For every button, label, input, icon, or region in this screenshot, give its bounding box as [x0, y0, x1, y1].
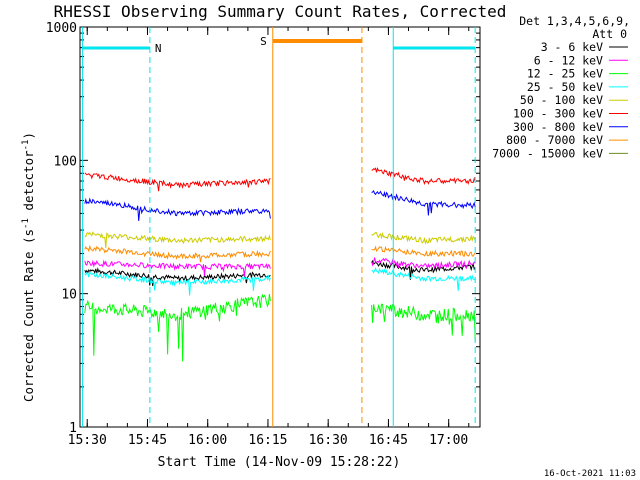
saa-label: S [260, 35, 267, 48]
y-tick-label: 100 [54, 154, 77, 169]
y-tick-label: 10 [61, 288, 77, 303]
series-line-seg2 [371, 257, 476, 270]
series-line-seg2 [371, 303, 476, 341]
legend-entry-label: 800 - 7000 keV [506, 133, 603, 147]
y-axis-label: Corrected Count Rate (s-1 detector-1) [21, 132, 36, 402]
x-tick-label: 16:45 [369, 433, 408, 448]
x-tick-label: 16:00 [188, 433, 227, 448]
plot-area: 1 10 100 1000 15:30 15:45 16:00 16:15 16:30 16:45… [46, 21, 481, 448]
legend-entry-label: 7000 - 15000 keV [492, 146, 603, 160]
legend-entry-label: 100 - 300 keV [513, 107, 603, 121]
timestamp: 16-Oct-2021 11:03 [544, 469, 636, 479]
x-tick-label: 16:15 [248, 433, 287, 448]
legend-title-2: Att 0 [592, 27, 627, 41]
series-line-seg2 [371, 189, 476, 216]
chart-title: RHESSI Observing Summary Count Rates, Co… [54, 2, 507, 21]
night-label: N [155, 42, 162, 55]
legend-entry-label: 50 - 100 keV [520, 93, 603, 107]
legend-entry-label: 12 - 25 keV [527, 67, 603, 81]
series-line-seg2 [371, 259, 476, 280]
series-line-seg1 [84, 270, 271, 296]
series-line-seg2 [371, 267, 476, 291]
series-line-seg1 [84, 231, 271, 248]
x-axis-label: Start Time (14-Nov-09 15:28:22) [158, 455, 401, 470]
series-line-seg2 [371, 167, 476, 186]
legend-title-1: Det 1,3,4,5,6,9, [519, 14, 630, 28]
legend-entry-label: 3 - 6 keV [541, 40, 603, 54]
y-axis-label-end: ) [21, 132, 36, 140]
y-tick-label: 1000 [46, 21, 77, 36]
series-line-seg1 [84, 244, 271, 263]
series-line-seg1 [84, 293, 271, 362]
y-axis-label-sup2: -1 [21, 140, 31, 151]
series-line-seg2 [371, 231, 476, 245]
y-axis-label-main: Corrected Count Rate (s [21, 229, 36, 402]
x-tick-label: 15:30 [68, 433, 107, 448]
x-tick-label: 16:30 [309, 433, 348, 448]
x-tick-label: 17:00 [429, 433, 468, 448]
legend-entry-label: 6 - 12 keV [534, 53, 603, 67]
series-line-seg2 [371, 245, 476, 257]
legend-entry-label: 25 - 50 keV [527, 80, 603, 94]
x-tick-label: 15:45 [128, 433, 167, 448]
series-line-seg1 [84, 267, 271, 287]
y-axis-label-mid: detector [21, 150, 36, 218]
series-line-seg1 [84, 259, 271, 277]
y-tick-label: 1 [69, 421, 77, 436]
svg-text:Corrected Count Rate (s-1 dete: Corrected Count Rate (s-1 detector-1) [21, 132, 36, 402]
series-line-seg1 [84, 172, 271, 192]
legend-entry-label: 300 - 800 keV [513, 120, 603, 134]
plot-frame [79, 26, 481, 428]
series-line-seg1 [84, 197, 271, 221]
y-axis-label-sup1: -1 [21, 218, 31, 229]
